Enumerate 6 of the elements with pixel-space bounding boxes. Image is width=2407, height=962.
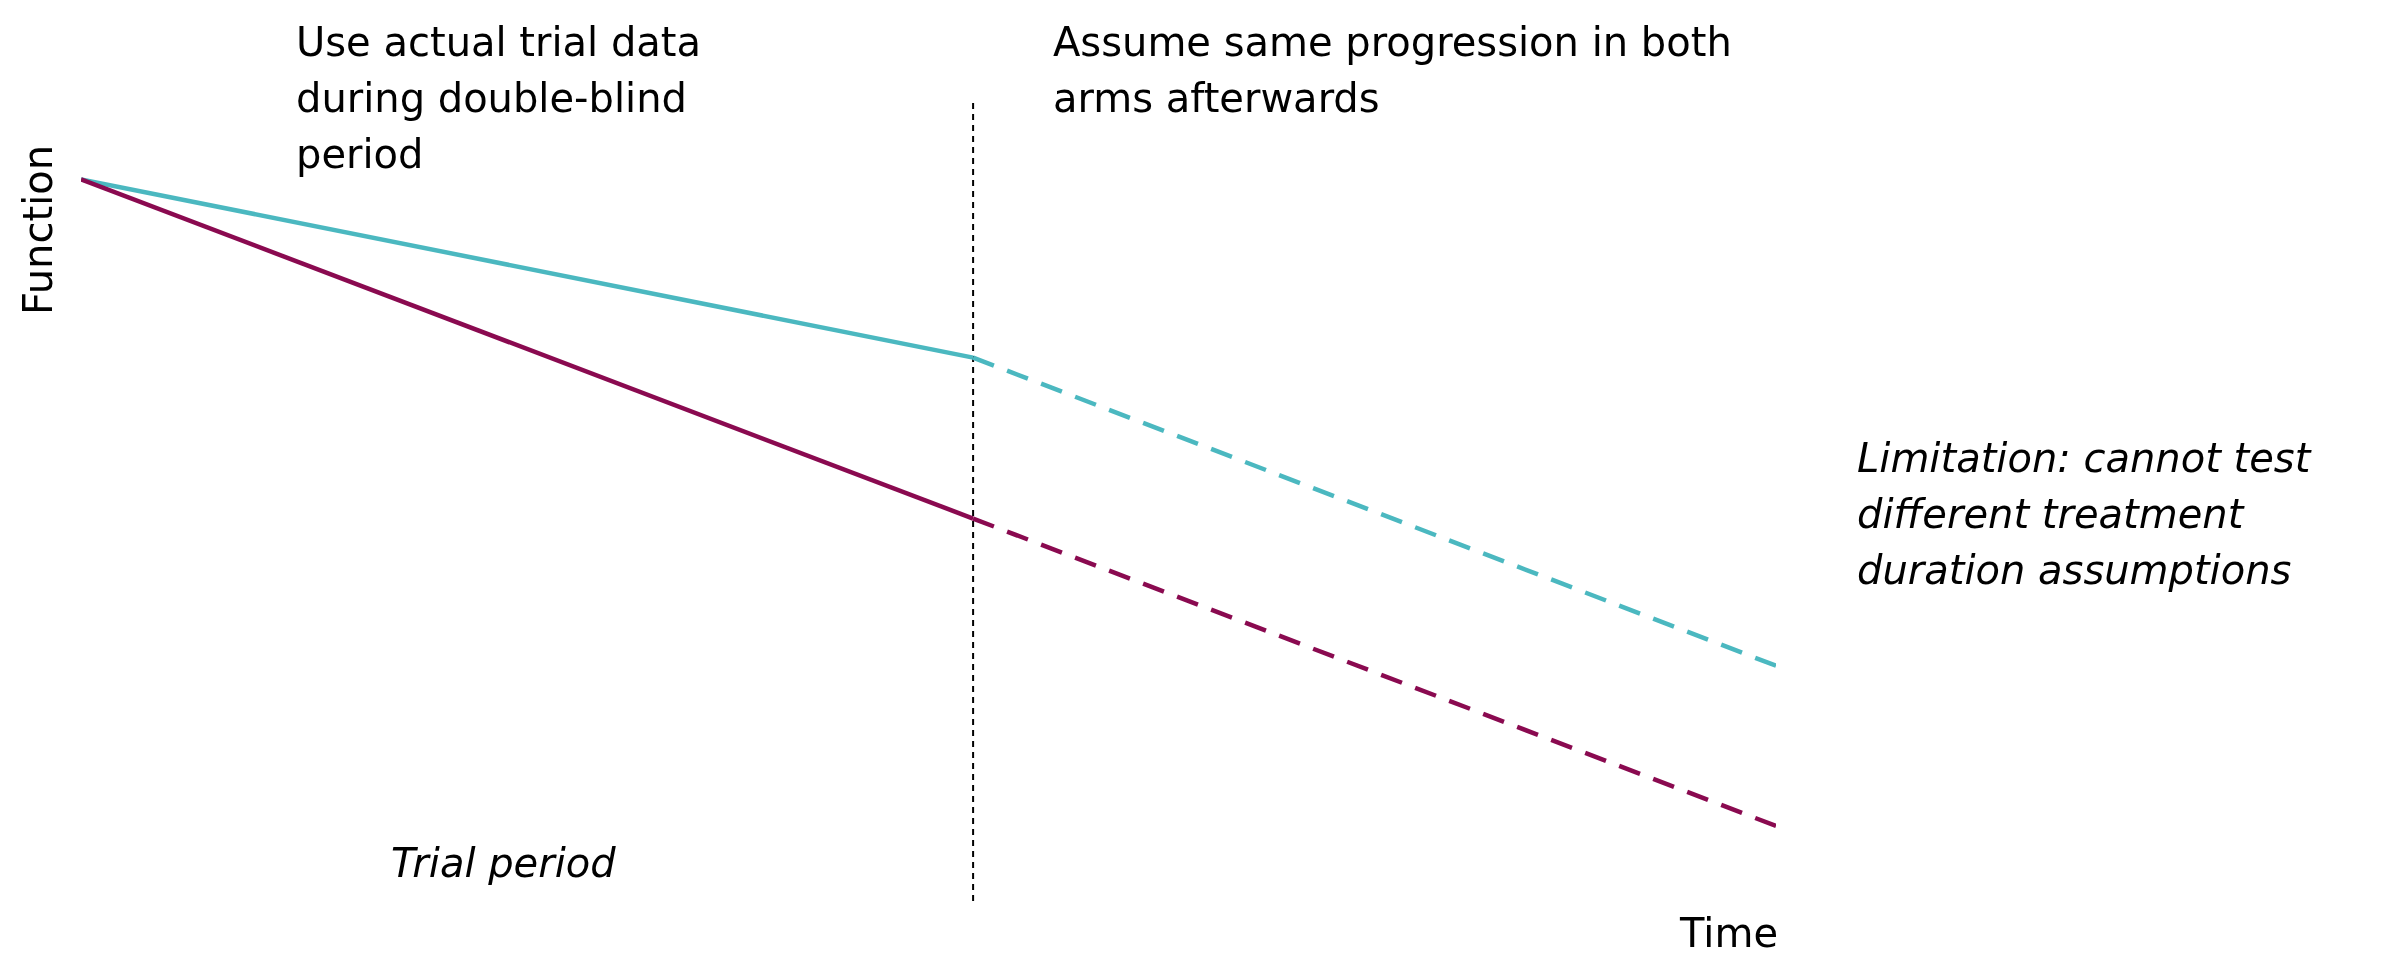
x-axis-title: Time: [1680, 910, 1778, 956]
text: Assume same progression in both arms afterwards: [1053, 18, 1733, 123]
annotation: Trial period: [391, 839, 617, 888]
y-axis-title: Function: [15, 144, 61, 316]
text: Use actual trial data during double-blind period: [296, 18, 702, 179]
text: Limitation: cannot test different treatment duration assumptions: [1857, 434, 2313, 595]
